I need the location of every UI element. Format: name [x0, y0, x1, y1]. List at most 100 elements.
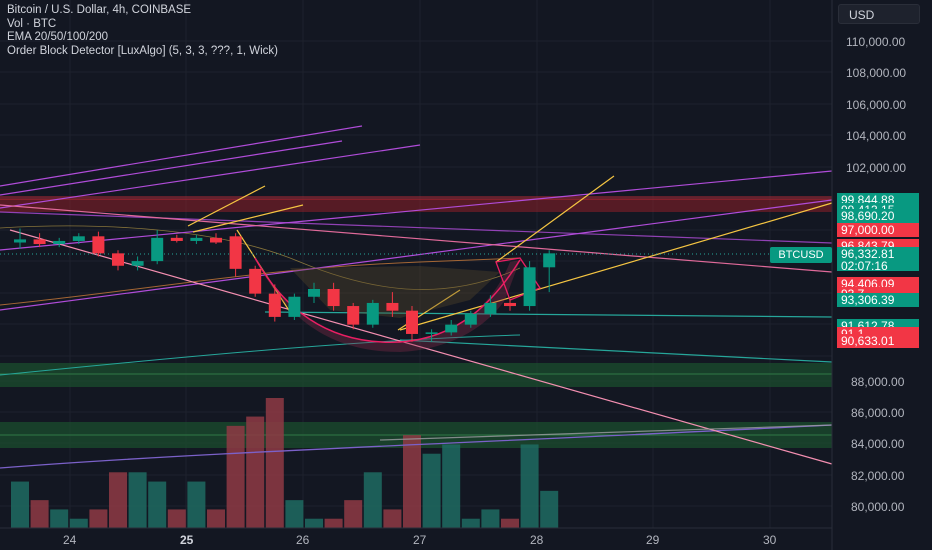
price-axis-label: 106,000.00: [846, 98, 907, 112]
candle-body: [33, 239, 46, 245]
volume-bar: [89, 509, 108, 528]
pattern-fill: [290, 266, 500, 318]
bullish-order-block-zone-upper: [0, 363, 832, 387]
ema-50-line: [0, 257, 521, 306]
volume-bar: [305, 518, 323, 528]
candle-body: [464, 313, 477, 325]
chart-legend: Bitcoin / U.S. Dollar, 4h, COINBASE Vol …: [7, 4, 278, 58]
volume-bar: [109, 472, 127, 528]
candle-countdown: 02:07:16: [841, 259, 888, 273]
candle-body: [210, 237, 222, 243]
volume-bar: [226, 425, 245, 528]
volume-bar: [501, 518, 519, 528]
volume-bar: [403, 435, 421, 528]
price-axis-label: 88,000.00: [851, 375, 905, 389]
candle-body: [249, 268, 262, 294]
volume-bar: [148, 481, 167, 528]
ema-200-line: [0, 424, 833, 469]
candle-body: [112, 253, 124, 266]
time-axis-label: 25: [180, 533, 194, 547]
candle-body: [170, 237, 183, 241]
price-axis-label: 86,000.00: [851, 406, 905, 420]
candle-body: [523, 267, 536, 307]
volume-bar: [422, 453, 441, 528]
price-axis-label: 110,000.00: [846, 35, 906, 49]
volume-bar: [30, 500, 49, 528]
volume-bar: [540, 490, 559, 528]
cup-handle-triangle: [495, 257, 541, 301]
volume-bar: [324, 518, 343, 528]
price-axis-label: 82,000.00: [851, 469, 905, 483]
volume-bar: [520, 444, 539, 528]
candle-body: [347, 306, 360, 325]
legend-volume[interactable]: Vol · BTC: [7, 17, 57, 30]
candle-body: [406, 310, 418, 334]
price-axis-label: 104,000.00: [846, 129, 907, 143]
candle-body: [366, 302, 379, 325]
volume-bar: [461, 518, 480, 528]
price-axis-label: 80,000.00: [851, 500, 905, 514]
price-axis-label: 102,000.00: [846, 161, 907, 175]
volume-bars: [11, 398, 559, 528]
volume-bar: [363, 472, 382, 528]
volume-bar: [265, 398, 284, 528]
candle-body: [131, 261, 144, 266]
volume-bar: [187, 481, 206, 528]
time-axis-label: 29: [646, 533, 660, 547]
ema-20-line: [0, 225, 521, 290]
candle-body: [386, 302, 399, 311]
trend-lines: [0, 125, 833, 465]
candle-body: [14, 239, 26, 243]
current-price-tag: 96,332.81 02:07:16: [837, 247, 919, 273]
candle-body: [543, 253, 556, 268]
candle-body: [268, 293, 281, 317]
candle-body: [425, 332, 438, 334]
candle-body: [190, 237, 203, 241]
candle-body: [504, 302, 516, 307]
volume-bar: [246, 416, 265, 528]
candle-body: [308, 289, 320, 297]
time-axis-label: 28: [530, 533, 544, 547]
symbol-price-label: BTCUSD: [770, 247, 832, 263]
candle-body: [151, 237, 164, 262]
current-price-value: 96,332.81: [841, 247, 895, 261]
candle-body: [229, 236, 242, 269]
currency-button[interactable]: USD: [838, 4, 920, 24]
volume-bar: [11, 481, 29, 528]
volume-bar: [442, 444, 461, 528]
candle-body: [288, 296, 301, 317]
price-tag: 98,690.20: [837, 209, 919, 223]
volume-bar: [69, 518, 88, 528]
candle-body: [327, 289, 340, 307]
price-axis-label: 108,000.00: [846, 66, 907, 80]
candle-body: [445, 324, 458, 333]
volume-bar: [285, 500, 304, 528]
price-tag: 90,633.01: [837, 334, 919, 348]
ema-100-line: [0, 334, 521, 376]
legend-ema[interactable]: EMA 20/50/100/200: [7, 31, 109, 44]
time-axis-label: 27: [413, 533, 427, 547]
volume-bar: [207, 509, 225, 528]
price-axis-label: 84,000.00: [851, 437, 905, 451]
price-tag: 93,306.39: [837, 293, 919, 307]
time-axis-label: 26: [296, 533, 310, 547]
legend-indicator[interactable]: Order Block Detector [LuxAlgo] (5, 3, 3,…: [7, 44, 278, 57]
volume-bar: [383, 509, 402, 528]
currency-label: USD: [849, 8, 875, 22]
volume-bar: [344, 500, 363, 528]
candle-body: [484, 302, 497, 314]
candle-body: [53, 240, 66, 245]
candle-body: [92, 236, 105, 254]
volume-bar: [128, 472, 147, 528]
volume-bar: [167, 509, 186, 528]
volume-bar: [481, 509, 500, 528]
bearish-order-block-zone-upper: [0, 196, 832, 200]
legend-symbol[interactable]: Bitcoin / U.S. Dollar, 4h, COINBASE: [7, 4, 192, 16]
candlesticks: [14, 228, 556, 342]
price-tag: 97,000.00: [837, 223, 919, 237]
candle-body: [72, 236, 85, 241]
volume-bar: [50, 509, 69, 528]
time-axis-label: 30: [763, 533, 777, 547]
